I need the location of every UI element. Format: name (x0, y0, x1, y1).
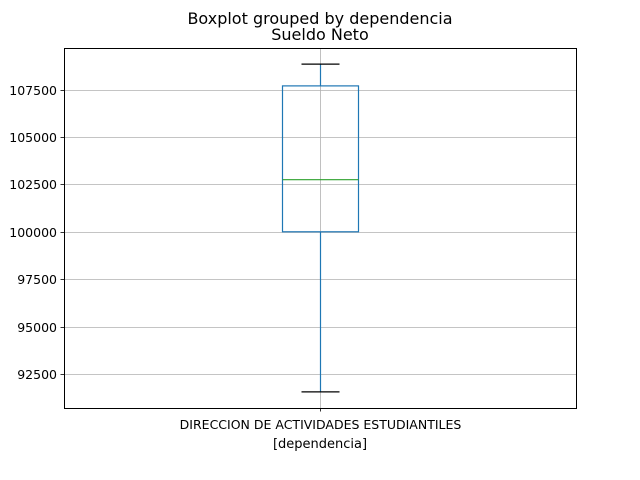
y-tick-label: 100000 (9, 225, 57, 240)
box-layer (281, 63, 360, 393)
y-tick-label: 105000 (9, 130, 57, 145)
chart-suptitle: Boxplot grouped by dependencia (187, 9, 452, 28)
chart-title: Sueldo Neto (271, 25, 369, 44)
y-tick-label: 92500 (17, 367, 57, 382)
x-tick-label: DIRECCION DE ACTIVIDADES ESTUDIANTILES (180, 417, 462, 432)
x-axis: DIRECCION DE ACTIVIDADES ESTUDIANTILES (180, 408, 462, 432)
y-tick-label: 102500 (9, 177, 57, 192)
x-axis-label: [dependencia] (273, 437, 367, 452)
y-tick-label: 97500 (17, 272, 57, 287)
y-tick-label: 107500 (9, 83, 57, 98)
y-tick-label: 95000 (17, 320, 57, 335)
iqr-box (281, 85, 360, 233)
y-axis: 92500 95000 97500 100000 102500 105000 107500 (9, 83, 64, 382)
